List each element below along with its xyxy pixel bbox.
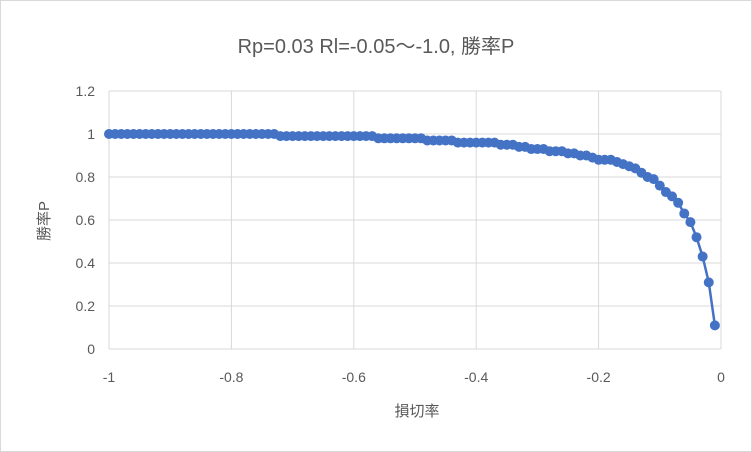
data-point bbox=[648, 174, 659, 185]
data-point bbox=[709, 320, 720, 331]
y-tick-label: 0.4 bbox=[76, 255, 96, 271]
y-axis-label: 勝率P bbox=[36, 201, 53, 241]
data-point bbox=[667, 191, 678, 202]
series-points bbox=[104, 129, 720, 331]
x-tick-label: -0.2 bbox=[587, 369, 611, 385]
x-tick-label: -0.8 bbox=[219, 369, 243, 385]
x-tick-label: 0 bbox=[717, 369, 725, 385]
x-tick-label: -1 bbox=[103, 369, 116, 385]
data-point bbox=[703, 277, 714, 288]
data-point bbox=[673, 197, 684, 208]
y-tick-label: 0.6 bbox=[76, 212, 96, 228]
x-tick-label: -0.4 bbox=[464, 369, 488, 385]
y-tick-labels: 0 0.2 0.4 0.6 0.8 1 1.2 bbox=[76, 83, 96, 357]
chart-title: Rp=0.03 Rl=-0.05～-1.0, 勝率P bbox=[238, 35, 515, 58]
x-tick-labels: -1 -0.8 -0.6 -0.4 -0.2 0 bbox=[103, 369, 725, 385]
data-point bbox=[679, 208, 690, 219]
data-point bbox=[697, 251, 708, 262]
y-tick-label: 0.2 bbox=[76, 298, 96, 314]
data-point bbox=[654, 180, 665, 191]
y-tick-label: 1 bbox=[87, 126, 95, 142]
y-tick-label: 0.8 bbox=[76, 169, 96, 185]
x-tick-label: -0.6 bbox=[342, 369, 366, 385]
x-axis-label: 損切率 bbox=[394, 403, 439, 420]
y-tick-label: 0 bbox=[87, 341, 95, 357]
data-point bbox=[685, 217, 696, 228]
y-tick-label: 1.2 bbox=[76, 83, 96, 99]
data-point bbox=[691, 232, 702, 243]
